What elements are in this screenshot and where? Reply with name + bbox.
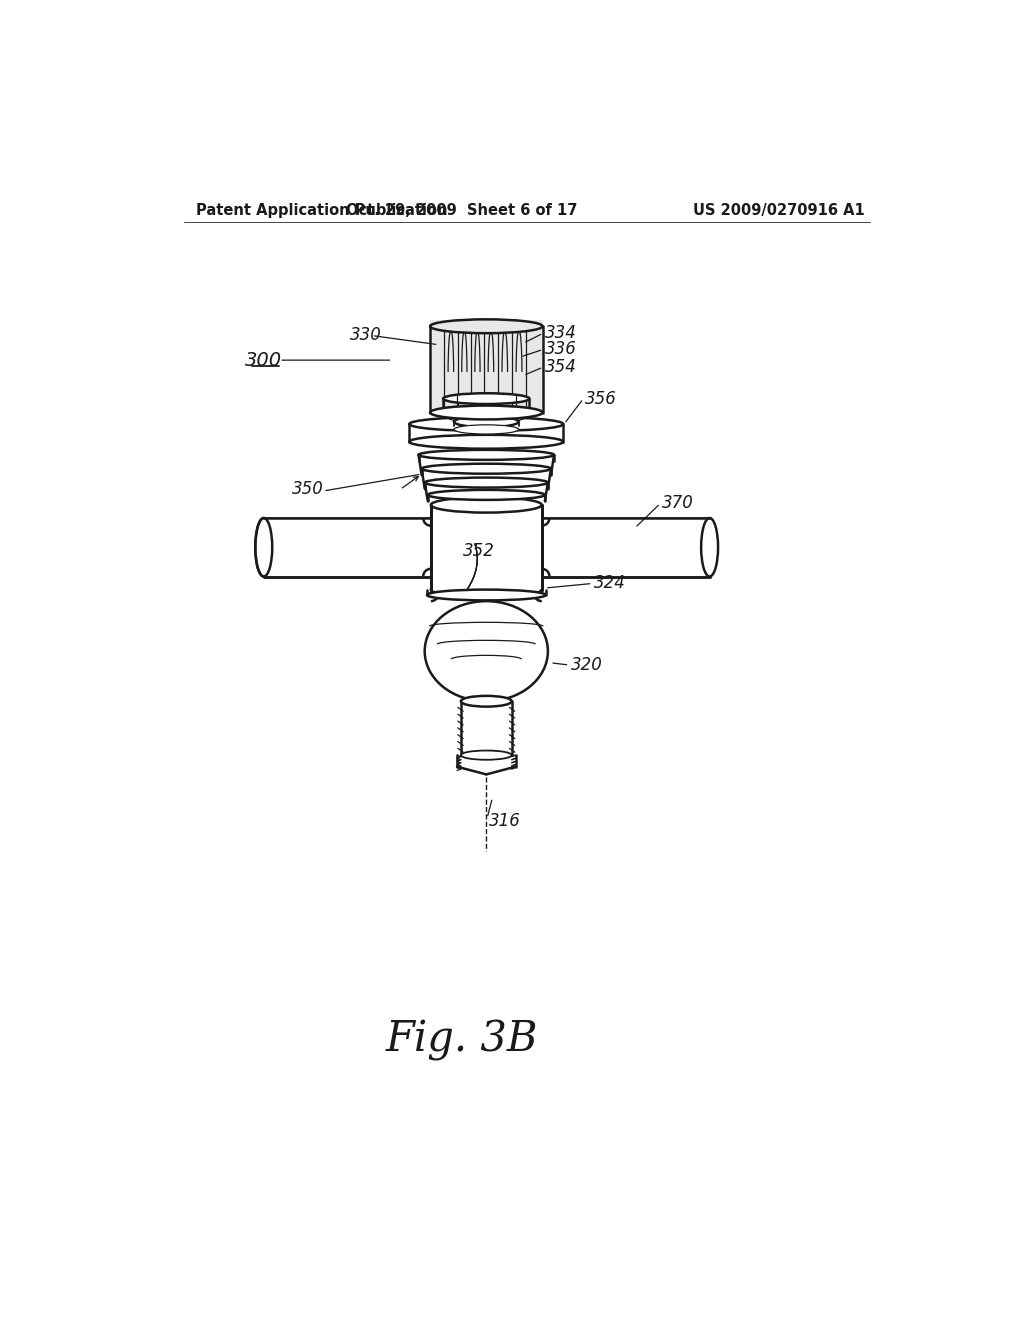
Bar — [430, 321, 543, 413]
Ellipse shape — [422, 463, 551, 474]
Ellipse shape — [450, 413, 523, 424]
Text: Fig. 3B: Fig. 3B — [385, 1019, 538, 1061]
Ellipse shape — [701, 517, 718, 577]
Text: 320: 320 — [571, 656, 603, 675]
Text: 370: 370 — [662, 495, 693, 512]
Ellipse shape — [425, 478, 548, 487]
Text: 352: 352 — [463, 543, 495, 560]
Ellipse shape — [255, 517, 272, 577]
Ellipse shape — [461, 751, 512, 760]
Text: 334: 334 — [545, 325, 577, 342]
Ellipse shape — [431, 498, 542, 512]
Text: 330: 330 — [350, 326, 382, 345]
Ellipse shape — [461, 696, 512, 706]
Ellipse shape — [410, 434, 563, 449]
Ellipse shape — [425, 601, 548, 701]
Text: US 2009/0270916 A1: US 2009/0270916 A1 — [692, 203, 864, 218]
Ellipse shape — [430, 405, 543, 420]
Text: 316: 316 — [488, 812, 520, 829]
Bar — [431, 506, 542, 590]
Text: 356: 356 — [585, 389, 616, 408]
Ellipse shape — [454, 425, 518, 434]
Text: 354: 354 — [545, 358, 577, 376]
Ellipse shape — [431, 582, 542, 597]
Ellipse shape — [450, 407, 523, 418]
Ellipse shape — [419, 450, 554, 459]
Text: 350: 350 — [292, 480, 325, 499]
Text: 336: 336 — [545, 341, 577, 358]
Bar — [542, 519, 710, 576]
Ellipse shape — [410, 417, 563, 430]
Ellipse shape — [443, 393, 529, 404]
Ellipse shape — [430, 319, 543, 333]
Bar — [264, 519, 431, 576]
Text: 324: 324 — [594, 574, 626, 593]
Text: Oct. 29, 2009  Sheet 6 of 17: Oct. 29, 2009 Sheet 6 of 17 — [346, 203, 578, 218]
Text: 300: 300 — [245, 351, 283, 370]
Ellipse shape — [427, 590, 546, 601]
Ellipse shape — [454, 416, 518, 428]
Text: Patent Application Publication: Patent Application Publication — [196, 203, 447, 218]
Bar — [432, 513, 541, 589]
Ellipse shape — [428, 490, 545, 500]
